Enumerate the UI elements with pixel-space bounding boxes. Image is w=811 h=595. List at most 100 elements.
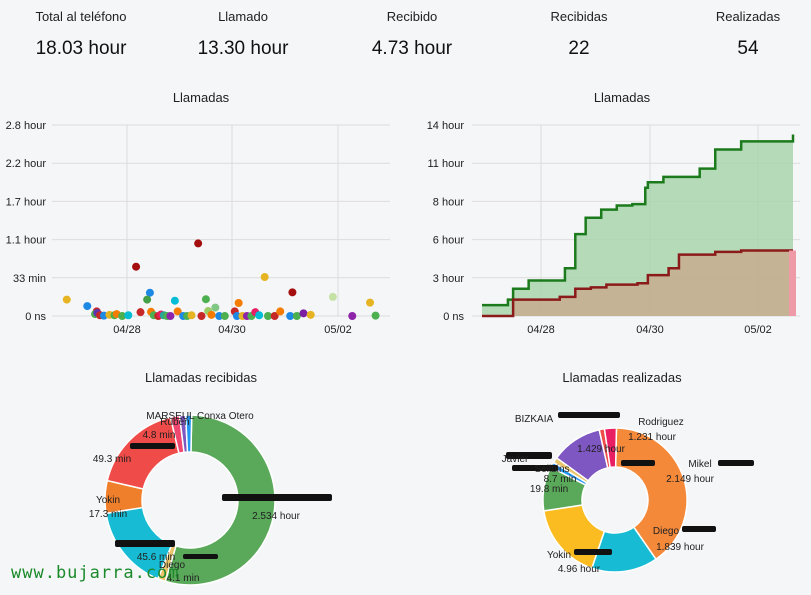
stat-label: Recibido <box>386 9 438 24</box>
data-point <box>270 312 279 320</box>
data-point <box>286 312 295 320</box>
data-point <box>207 310 216 319</box>
series-line <box>482 249 793 318</box>
x-tick-label: 05/02 <box>324 324 352 336</box>
slice-value-label: 4.8 min <box>143 430 176 441</box>
x-tick-label: 05/02 <box>744 324 772 336</box>
series-edge <box>789 250 796 316</box>
stat-value: 18.03 hour <box>35 38 127 59</box>
slice-value-label: 49.3 min <box>93 454 131 465</box>
data-point <box>124 311 133 320</box>
slice-value-label: 1.839 hour <box>656 542 704 553</box>
redacted-name <box>183 554 218 559</box>
stat-label: Realizadas <box>715 9 781 24</box>
data-point <box>62 295 71 304</box>
y-tick-label: 8 hour <box>433 196 465 208</box>
redacted-name <box>222 494 332 501</box>
data-point <box>197 312 206 320</box>
stat-value: 22 <box>568 38 590 59</box>
data-point <box>187 311 196 320</box>
y-tick-label: 0 ns <box>25 311 46 323</box>
slice-name-label: BIZKAIA <box>515 414 554 425</box>
y-tick-label: 33 min <box>13 273 46 285</box>
data-point <box>348 312 357 320</box>
series-line <box>482 134 795 307</box>
redacted-name <box>718 460 754 466</box>
data-point <box>220 312 229 320</box>
scatter-chart[interactable]: 0 ns 33 min 1.1 hour 1.7 hour 2.2 hour 2.8 ho… <box>0 112 400 342</box>
y-tick-label: 14 hour <box>427 120 465 132</box>
slice-name-label: MARSEUL Conxa Otero <box>146 411 254 422</box>
stat-label: Recibidas <box>550 9 608 24</box>
data-point <box>234 299 243 308</box>
data-point <box>173 307 182 316</box>
slice-value-label: 17.3 min <box>89 509 127 520</box>
slice-value-label: 4.96 hour <box>558 564 601 575</box>
y-tick-label: 0 ns <box>443 311 464 323</box>
stat-label: Llamado <box>218 9 268 24</box>
slice-name-label: Diego <box>159 560 186 571</box>
slice-value-label: 4.1 min <box>167 573 200 584</box>
redacted-name <box>558 412 620 418</box>
data-point <box>288 288 297 297</box>
x-tick-label: 04/30 <box>636 324 664 336</box>
x-tick-label: 04/28 <box>527 324 555 336</box>
slice-name-label: Seilbins <box>534 464 569 475</box>
y-tick-label: 1.7 hour <box>6 196 47 208</box>
slice-value-label: 1.231 hour <box>628 432 676 443</box>
redacted-name <box>130 443 175 449</box>
data-point <box>145 288 154 297</box>
stat-value: 54 <box>737 38 759 59</box>
slice-name-label: Yokin <box>547 550 571 561</box>
redacted-name <box>682 526 716 532</box>
y-tick-label: 2.8 hour <box>6 120 47 132</box>
slice-name-label: Javier <box>502 454 529 465</box>
y-tick-label: 1.1 hour <box>6 235 47 247</box>
pie-slice <box>184 414 193 453</box>
data-point <box>166 312 175 320</box>
watermark: www.bujarra.com <box>11 563 180 583</box>
slice-name-label: Rodriguez <box>638 417 684 428</box>
stat-value: 13.30 hour <box>197 38 289 59</box>
x-tick-label: 04/28 <box>113 324 141 336</box>
pie-received-chart[interactable]: 2.534 hour 4.1 min 45.6 min 17.3 min 49.3 mi… <box>60 400 360 590</box>
y-tick-label: 2.2 hour <box>6 158 47 170</box>
data-point <box>276 307 285 316</box>
redacted-name <box>115 540 175 547</box>
pie-made-chart[interactable]: 4.96 hour 1.839 hour 2.149 hour 1.231 hour 1… <box>470 400 800 590</box>
area-chart[interactable]: 0 ns 3 hour 6 hour 8 hour 11 hour 14 hour 04/2… <box>410 112 810 342</box>
data-point <box>328 292 337 301</box>
data-point <box>371 311 380 320</box>
data-point <box>255 311 264 320</box>
pie-made-title: Llamadas realizadas <box>562 370 682 385</box>
slice-value-label: 19.8 min <box>530 484 568 495</box>
data-point <box>132 262 141 271</box>
x-tick-label: 04/30 <box>218 324 246 336</box>
redacted-name <box>512 465 558 471</box>
data-point <box>299 309 308 318</box>
area-chart-title: Llamadas <box>593 90 651 105</box>
y-tick-label: 11 hour <box>428 158 465 170</box>
redacted-name <box>506 452 552 459</box>
data-point <box>264 312 273 320</box>
slice-name-label: Mikel <box>688 459 711 470</box>
stats-bar: Total al teléfono 18.03 hour Llamado 13.… <box>0 0 811 80</box>
data-point <box>292 312 301 320</box>
slice-value-label: 2.149 hour <box>666 474 714 485</box>
stat-label: Total al teléfono <box>35 9 127 24</box>
slice-value-label: 2.534 hour <box>252 511 300 522</box>
data-point <box>83 302 92 311</box>
pie-received-title: Llamadas recibidas <box>144 370 257 385</box>
data-point <box>143 295 152 304</box>
slice-name-label: Rubén <box>160 417 189 428</box>
data-point <box>118 312 127 320</box>
data-point <box>215 312 224 320</box>
y-tick-label: 6 hour <box>433 235 465 247</box>
pie-slice <box>603 427 618 469</box>
redacted-name <box>621 460 655 466</box>
scatter-chart-title: Llamadas <box>172 90 230 105</box>
y-tick-label: 3 hour <box>433 273 465 285</box>
slice-value-label: 45.6 min <box>137 552 175 563</box>
slice-name-label: Diego <box>653 526 680 537</box>
redacted-name <box>574 549 612 555</box>
